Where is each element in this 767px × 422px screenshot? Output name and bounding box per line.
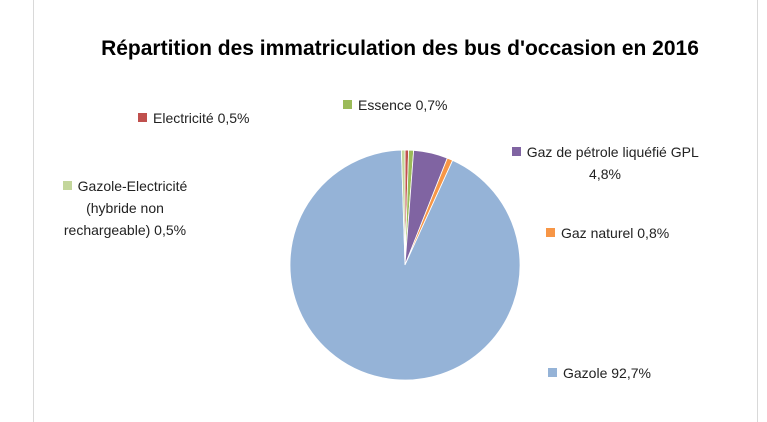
chart-border: [33, 0, 758, 422]
category-label: Gazole-Electricité (hybride non recharge…: [63, 178, 188, 238]
data-label: Gaz naturel 0,8%: [546, 222, 716, 244]
legend-marker: [548, 368, 557, 377]
legend-marker: [511, 147, 521, 156]
chart-title: Répartition des immatriculation des bus …: [101, 37, 699, 60]
value-label: 0,5%: [154, 222, 187, 238]
data-label: Gazole-Electricité (hybride non recharge…: [45, 175, 205, 241]
pie-slice: [289, 149, 521, 381]
category-label: Gaz de pétrole liquéfié GPL: [526, 144, 699, 160]
legend-marker: [138, 113, 147, 122]
pie-slice: [400, 149, 406, 266]
category-label: Gazole: [563, 365, 608, 381]
category-label: Essence: [358, 97, 412, 113]
data-label: Electricité 0,5%: [138, 107, 308, 129]
legend-marker: [62, 181, 72, 190]
value-label: 0,7%: [415, 97, 448, 113]
category-label: Gaz naturel: [561, 225, 634, 241]
value-label: 0,5%: [217, 110, 250, 126]
data-label: Gaz de pétrole liquéfié GPL 4,8%: [510, 141, 700, 185]
value-label: 92,7%: [611, 365, 651, 381]
data-label: Gazole 92,7%: [548, 362, 718, 384]
legend-marker: [343, 100, 352, 109]
data-label: Essence 0,7%: [343, 94, 503, 116]
value-label: 0,8%: [637, 225, 670, 241]
value-label: 4,8%: [589, 166, 621, 182]
legend-marker: [546, 228, 555, 237]
category-label: Electricité: [153, 110, 214, 126]
